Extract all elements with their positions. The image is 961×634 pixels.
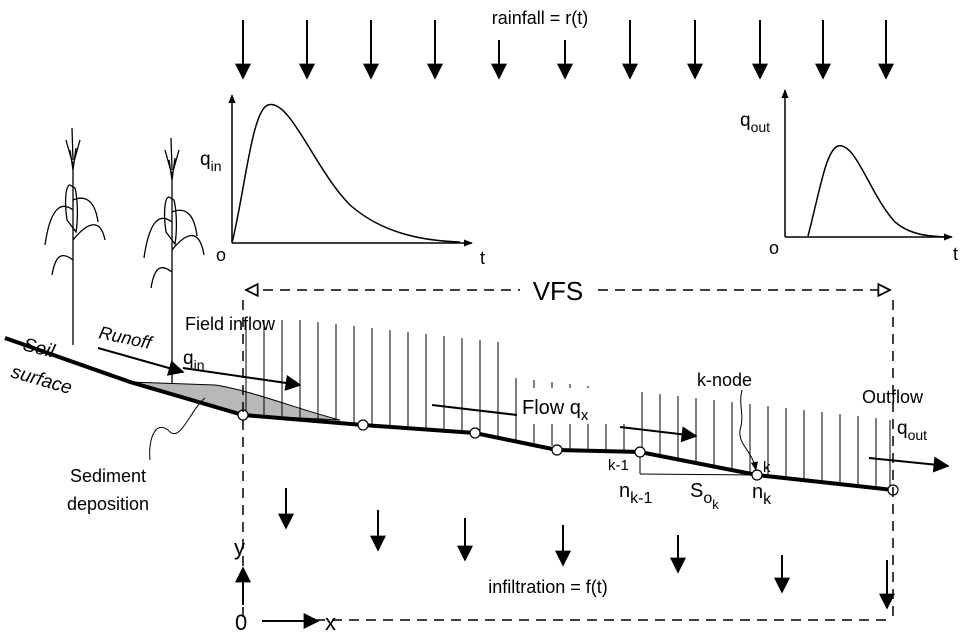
inflow-hydrograph: qin o t — [200, 94, 485, 268]
node-circles — [237, 409, 899, 496]
slope-label: Sok — [690, 480, 719, 512]
corn-plant-icon — [143, 137, 205, 395]
qout-t-label: t — [953, 244, 958, 264]
slope-horizontal — [639, 473, 758, 476]
n-k-label: nk — [752, 481, 772, 508]
k-node-label: k-node — [697, 370, 752, 390]
k-minus-1-label: k-1 — [608, 457, 629, 474]
corn-plant-icon — [44, 127, 106, 345]
vfs-boundary — [242, 300, 894, 621]
runoff-label: Runoff — [97, 322, 155, 353]
outflow-hydrograph: qout o t — [740, 89, 958, 264]
sediment-label-line2: deposition — [67, 494, 149, 514]
flow-label-bg — [518, 388, 626, 424]
outflow-arrow — [868, 456, 950, 473]
qout-axis-label: qout — [740, 110, 770, 135]
soil-label: Soil — [21, 334, 58, 362]
rainfall-arrows — [235, 20, 894, 80]
sediment-label-line1: Sediment — [70, 466, 146, 486]
k-node-pointer — [739, 389, 758, 471]
vfs-label: VFS — [533, 276, 584, 306]
origin-zero-label: 0 — [235, 610, 247, 634]
sediment-leader — [149, 397, 206, 461]
flow-arrow — [619, 426, 698, 443]
surface-label: surface — [9, 362, 75, 399]
qin-t-label: t — [480, 248, 485, 268]
k-label: k — [763, 459, 771, 476]
n-k-minus-1-label: nk-1 — [619, 480, 652, 507]
rainfall-label: rainfall = r(t) — [492, 8, 589, 28]
y-axis-label: y — [234, 535, 245, 560]
flow-arrow-tail — [431, 404, 518, 416]
runoff-arrow — [97, 347, 185, 376]
qin-axis-label: qin — [200, 149, 221, 174]
qout-flow-label: qout — [897, 418, 927, 443]
sediment-wedge — [129, 381, 341, 421]
qin-field-label: qin — [183, 348, 204, 373]
qout-origin-label: o — [769, 238, 779, 258]
field-inflow-label: Field inflow — [185, 314, 276, 334]
field-inflow-arrow — [182, 367, 302, 391]
infiltration-label: infiltration = f(t) — [488, 577, 608, 597]
coordinate-axes: y 0 x — [234, 535, 336, 634]
x-axis-label: x — [325, 610, 336, 634]
flow-label: Flow qx — [522, 397, 589, 424]
infiltration-arrows — [278, 488, 895, 610]
outflow-label: Outflow — [862, 387, 924, 407]
qin-origin-label: o — [216, 245, 226, 265]
